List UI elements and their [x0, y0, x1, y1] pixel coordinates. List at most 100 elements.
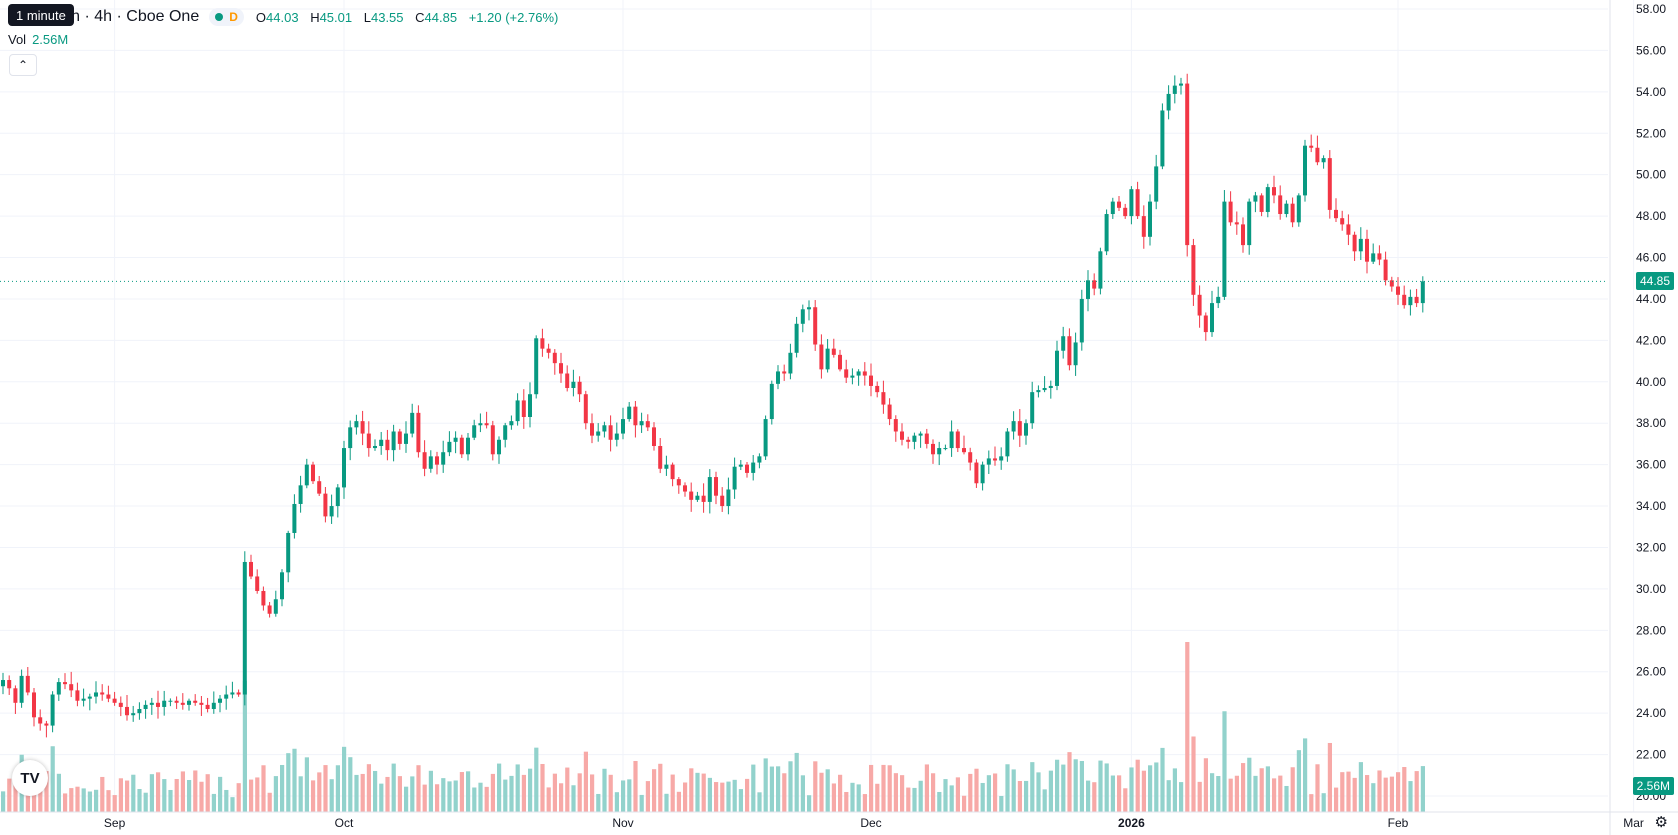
volume-bar — [838, 774, 843, 812]
price-tick-label: 32.00 — [1636, 540, 1666, 554]
candle-body — [596, 431, 601, 436]
last-price-tag: 44.85 — [1635, 272, 1674, 291]
candle-body — [689, 491, 694, 500]
volume-bar — [664, 793, 669, 812]
volume-bar — [931, 773, 936, 812]
volume-bar — [162, 779, 167, 812]
time-tick-label: Dec — [860, 816, 881, 830]
volume-bar — [769, 766, 774, 812]
candle-body — [1414, 296, 1419, 304]
candle-body — [900, 431, 904, 440]
candle-body — [1203, 315, 1208, 333]
candle-body — [639, 421, 644, 426]
volume-bar — [180, 771, 185, 812]
candle-body — [1, 680, 5, 687]
price-tick-label: 52.00 — [1636, 126, 1666, 140]
candle-body — [1129, 189, 1134, 217]
candle-body — [813, 307, 818, 345]
volume-bar — [782, 773, 787, 812]
volume-bar — [1414, 771, 1419, 812]
candle-body — [447, 441, 452, 453]
candle-body — [707, 477, 712, 502]
volume-bar — [503, 779, 508, 812]
time-tick-label: 2026 — [1118, 816, 1145, 830]
candle-body — [441, 452, 446, 465]
volume-bar — [1383, 777, 1388, 812]
ohlc-values: O44.03 H45.01 L43.55 C44.85 +1.20 (+2.76… — [256, 10, 558, 25]
settings-gear-icon[interactable]: ⚙ — [1654, 814, 1668, 831]
candle-body — [286, 532, 291, 573]
volume-bar — [1135, 759, 1140, 812]
candle-body — [1098, 251, 1103, 289]
candle-body — [974, 462, 979, 484]
candle-body — [1296, 195, 1301, 223]
candle-body — [1005, 431, 1010, 457]
volume-bar — [143, 792, 148, 812]
candle-body — [484, 423, 489, 426]
price-tick-label: 48.00 — [1636, 209, 1666, 223]
candle-body — [261, 590, 266, 606]
candle-body — [1352, 234, 1357, 252]
volume-bar — [249, 779, 254, 812]
candle-body — [478, 423, 483, 426]
candle-body — [614, 433, 619, 440]
market-status[interactable]: D — [209, 8, 244, 26]
candle-body — [211, 702, 216, 710]
volume-bar — [1073, 759, 1078, 812]
volume-bar — [1148, 765, 1153, 812]
volume-bar — [583, 751, 588, 812]
tradingview-logo-icon[interactable]: TV — [12, 760, 48, 796]
volume-bar — [69, 788, 74, 812]
candle-body — [831, 348, 836, 355]
candle-body — [503, 425, 508, 440]
candle-body — [577, 381, 582, 395]
candle-body — [44, 723, 49, 726]
price-tick-label: 50.00 — [1636, 168, 1666, 182]
candle-body — [366, 433, 371, 449]
close-label: C — [415, 9, 425, 25]
candle-body — [1247, 201, 1252, 246]
volume-bar — [521, 774, 526, 812]
candle-body — [1290, 203, 1295, 223]
volume-bar — [906, 787, 911, 812]
candle-body — [627, 406, 632, 420]
volume-bar — [1228, 778, 1233, 812]
candle-body — [918, 433, 923, 436]
volume-bar — [292, 748, 297, 812]
candle-body — [825, 348, 830, 370]
volume-bar — [484, 786, 489, 812]
price-tick-label: 56.00 — [1636, 43, 1666, 57]
candle-body — [354, 421, 359, 428]
volume-bar — [707, 777, 712, 812]
candle-body — [1334, 209, 1338, 219]
volume-bar — [187, 779, 192, 812]
candle-body — [565, 373, 570, 389]
candle-body — [94, 692, 98, 697]
candle-body — [887, 404, 892, 420]
price-tick-label: 34.00 — [1636, 499, 1666, 513]
candle-body — [850, 375, 855, 378]
high-label: H — [310, 9, 320, 25]
volume-bar — [304, 757, 309, 812]
collapse-legend-button[interactable]: ⌃ — [9, 54, 37, 76]
candle-body — [1371, 253, 1376, 262]
candle-body — [168, 700, 173, 702]
volume-bar — [125, 780, 130, 812]
volume-bar — [428, 770, 433, 812]
volume-bar — [1048, 770, 1053, 812]
high-value: 45.01 — [319, 9, 353, 25]
candle-body — [335, 487, 340, 507]
candle-body — [751, 462, 756, 473]
candle-body — [7, 680, 12, 689]
candle-body — [800, 309, 805, 324]
candle-body — [63, 682, 67, 685]
candle-body — [912, 435, 917, 442]
volume-bar — [776, 766, 781, 812]
candle-body — [534, 338, 539, 395]
volume-bar — [608, 774, 613, 812]
volume-bar — [118, 778, 123, 812]
volume-bar — [1340, 772, 1345, 812]
candle-body — [1154, 166, 1159, 202]
volume-bar — [1396, 772, 1401, 812]
